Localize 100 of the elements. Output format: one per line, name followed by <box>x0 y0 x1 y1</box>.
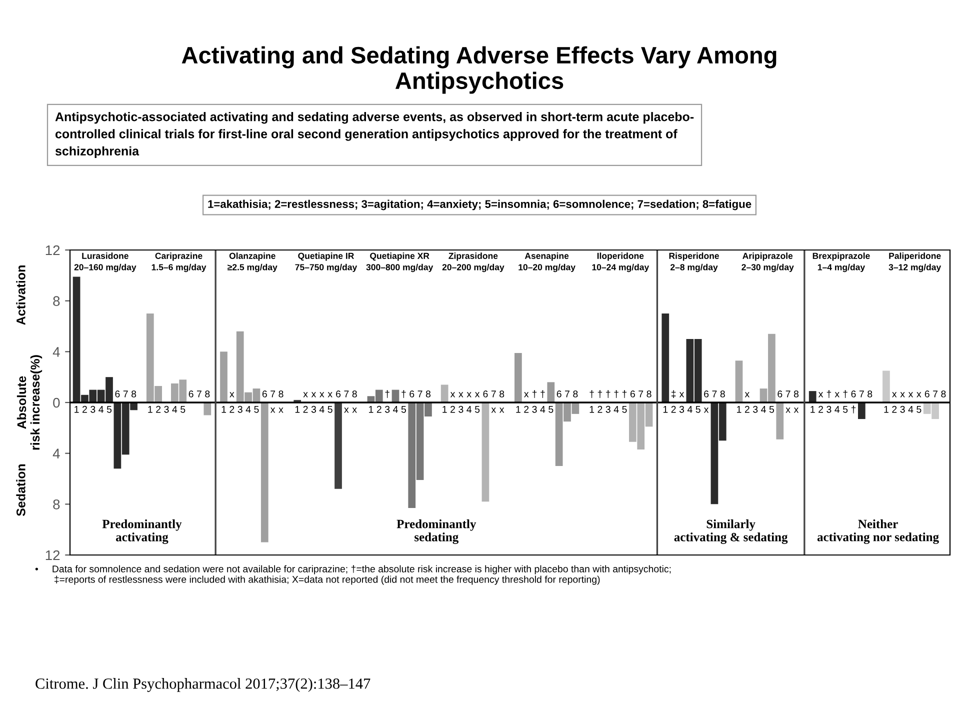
text: † <box>606 390 610 398</box>
annotation: Quetiapine XR 300–800 mg/day <box>366 252 434 272</box>
text: x <box>352 408 357 413</box>
text: † <box>402 390 406 398</box>
x-tick-label: 1 <box>74 406 79 413</box>
x-tick-label: 4 <box>393 406 398 413</box>
text: x <box>892 392 897 398</box>
bar <box>482 402 490 502</box>
x-tick-label: 4 <box>319 406 324 413</box>
x-tick-label: 2 <box>818 406 823 413</box>
text: † <box>598 390 602 398</box>
text: x <box>450 392 456 398</box>
text: † <box>590 390 594 398</box>
x-tick-label: 8 <box>205 390 210 398</box>
x-tick-label: 7 <box>344 390 349 398</box>
text: x <box>794 408 799 413</box>
x-tick-label: 7 <box>786 390 790 398</box>
text: x <box>270 408 276 413</box>
x-tick-label: 8 <box>132 390 136 398</box>
bar <box>735 360 743 402</box>
bar <box>882 370 890 402</box>
x-tick-label: 3 <box>90 406 96 413</box>
text: x <box>344 408 349 413</box>
x-tick-label: 8 <box>352 390 357 398</box>
x-tick-label: 7 <box>418 390 422 398</box>
x-tick-label: 5 <box>328 406 332 413</box>
x-tick-label: 5 <box>180 406 186 413</box>
annotation: Predominantly sedating <box>396 519 476 544</box>
text: † <box>540 390 545 398</box>
annotation: Iloperidone 10–24 mg/day <box>592 252 650 272</box>
x-tick-label: 3 <box>458 406 464 413</box>
annotation: Brexpiprazole 1–4 mg/day <box>812 252 870 272</box>
bar <box>547 382 555 402</box>
x-tick-label: 8 <box>868 390 872 398</box>
x-tick-label: 5 <box>622 406 627 413</box>
bar <box>662 314 670 402</box>
x-tick-label: 5 <box>401 406 406 413</box>
text: x <box>491 408 496 413</box>
x-tick-label: 1 <box>737 406 742 413</box>
annotation: Olanzapine ≥2.5 mg/day <box>228 252 278 272</box>
x-tick-label: 4 <box>908 406 914 413</box>
y-tick-label: 8 <box>53 296 60 306</box>
x-tick-label: 1 <box>810 406 815 413</box>
x-tick-label: 3 <box>606 406 610 413</box>
text: x <box>524 392 529 398</box>
x-tick-label: 1 <box>590 406 594 413</box>
x-tick-label: 4 <box>466 406 472 413</box>
x-tick-label: 2 <box>524 406 529 413</box>
x-tick-label: 6 <box>262 390 267 398</box>
annotation: Paliperidone 3–12 mg/day <box>888 252 942 272</box>
text: x <box>230 392 234 398</box>
text: x <box>900 392 905 398</box>
text: x <box>303 392 308 398</box>
x-tick-label: 6 <box>188 390 194 398</box>
x-tick-label: 1 <box>222 406 226 413</box>
annotation: Predominantly activating <box>102 519 182 544</box>
x-tick-label: 2 <box>156 406 161 413</box>
y-tick-label: 4 <box>52 347 60 357</box>
x-tick-label: 4 <box>540 406 546 413</box>
x-tick-label: 1 <box>442 406 447 413</box>
annotation: Risperidone 2–8 mg/day <box>669 252 719 272</box>
text: 1=akathisia; 2=restlessness; 3=agitation; 4=anxiety; 5=insomnia; 6=somnolence; 7=sedation; 8=fatigue <box>208 200 752 210</box>
x-tick-label: 4 <box>614 406 619 413</box>
x-tick-label: 3 <box>532 406 537 413</box>
x-tick-label: 8 <box>720 390 725 398</box>
x-tick-label: 5 <box>254 406 259 413</box>
x-tick-label: 7 <box>491 390 496 398</box>
text: x <box>916 392 922 398</box>
annotation: Cariprazine 1.5–6 mg/day <box>152 252 206 272</box>
x-tick-label: 5 <box>696 406 700 413</box>
x-tick-label: 6 <box>630 390 635 398</box>
text: x <box>500 408 504 413</box>
x-tick-label: 3 <box>384 406 390 413</box>
x-tick-label: 2 <box>671 406 676 413</box>
text: x <box>466 392 472 398</box>
x-tick-label: 1 <box>516 406 520 413</box>
text: † <box>385 390 390 398</box>
x-tick-label: 6 <box>704 390 709 398</box>
x-tick-label: 5 <box>548 406 554 413</box>
x-tick-label: 2 <box>744 406 750 413</box>
x-tick-label: 6 <box>556 390 562 398</box>
x-tick-label: 2 <box>82 406 87 413</box>
text: x <box>328 392 332 398</box>
x-tick-label: 2 <box>303 406 308 413</box>
x-tick-label: 1 <box>295 406 300 413</box>
x-tick-label: 4 <box>172 406 178 413</box>
y-tick-label: 12 <box>46 245 60 256</box>
y-tick-label: 12 <box>46 550 60 560</box>
bar <box>220 352 228 402</box>
annotation: Quetiapine IR 75–750 mg/day <box>295 252 358 272</box>
text: † <box>843 390 848 398</box>
x-tick-label: 8 <box>426 390 430 398</box>
x-tick-label: 4 <box>761 406 766 413</box>
text: • Data for somnolence and sedation were not available for cariprazine; †=the absolute risk increase is higher with placebo than with antipsychotic; ‡=reports of restlessness were included with akathisia; X=data not reported (did not meet the frequency threshold for reporting) <box>35 565 671 585</box>
text: † <box>826 390 832 398</box>
x-tick-label: 5 <box>106 406 112 413</box>
x-tick-label: 6 <box>336 390 341 398</box>
x-tick-label: 5 <box>474 406 480 413</box>
bar <box>440 384 448 402</box>
x-tick-label: 8 <box>941 390 946 398</box>
